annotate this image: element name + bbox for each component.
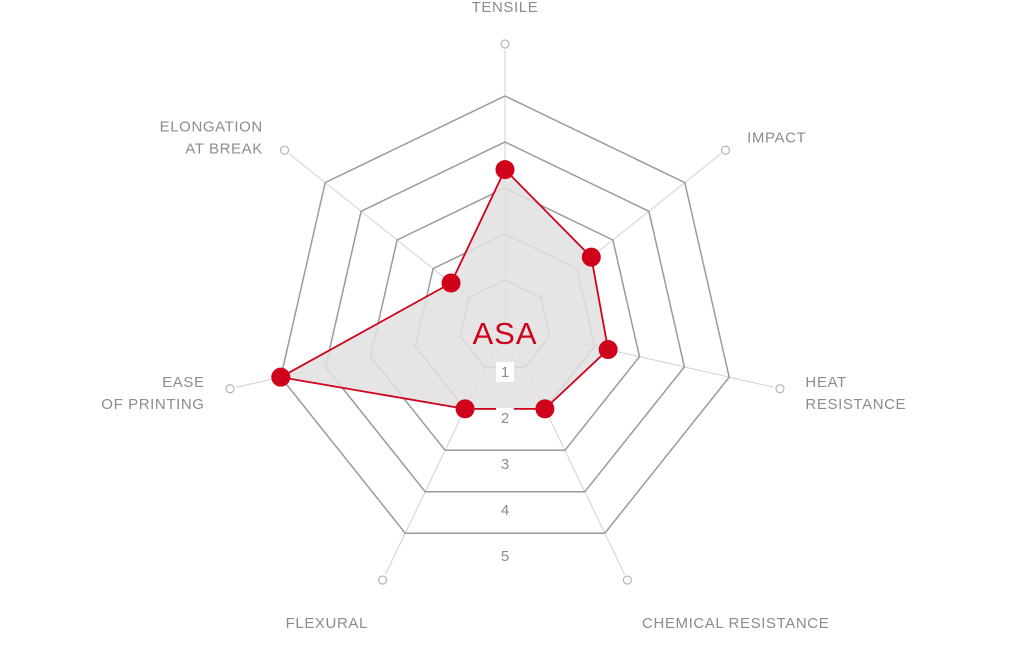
grid-ring-5 (279, 95, 731, 534)
spoke-end-marker (775, 384, 785, 394)
axis-label: IMPACT (747, 130, 806, 147)
axis-label: ELONGATION AT BREAK (160, 119, 263, 158)
data-point-marker (441, 273, 461, 293)
axis-label: TENSILE (472, 0, 539, 16)
tick-label-bg (496, 454, 514, 474)
data-point-marker (271, 367, 291, 387)
tick-label-bg (496, 408, 514, 428)
axis-label: HEAT RESISTANCE (805, 374, 906, 413)
data-point-marker (495, 160, 515, 180)
tick-label: 3 (501, 456, 509, 473)
grid-ring-3 (369, 187, 641, 452)
spoke-end-marker (500, 39, 510, 49)
spoke-end-marker (622, 575, 632, 585)
grid-ring-4 (324, 141, 686, 493)
data-point-marker (598, 340, 618, 360)
chart-title: ASA (472, 316, 537, 351)
spoke-end-marker (225, 384, 235, 394)
axis-label: EASE OF PRINTING (101, 374, 204, 413)
axis-label: CHEMICAL RESISTANCE (642, 615, 829, 632)
axis-label: FLEXURAL (286, 615, 368, 632)
tick-label: 1 (501, 364, 509, 381)
tick-label: 5 (501, 548, 509, 565)
data-point-marker (535, 399, 555, 419)
data-point-marker (581, 247, 601, 267)
data-point-marker (455, 399, 475, 419)
tick-label-bg (496, 500, 514, 520)
spoke-end-marker (720, 145, 731, 155)
tick-label: 4 (501, 502, 509, 519)
spoke-end-marker (378, 575, 388, 585)
spoke-end-marker (279, 145, 290, 155)
tick-label-bg (496, 546, 514, 566)
tick-label-bg (496, 362, 514, 382)
tick-label: 2 (501, 410, 509, 427)
